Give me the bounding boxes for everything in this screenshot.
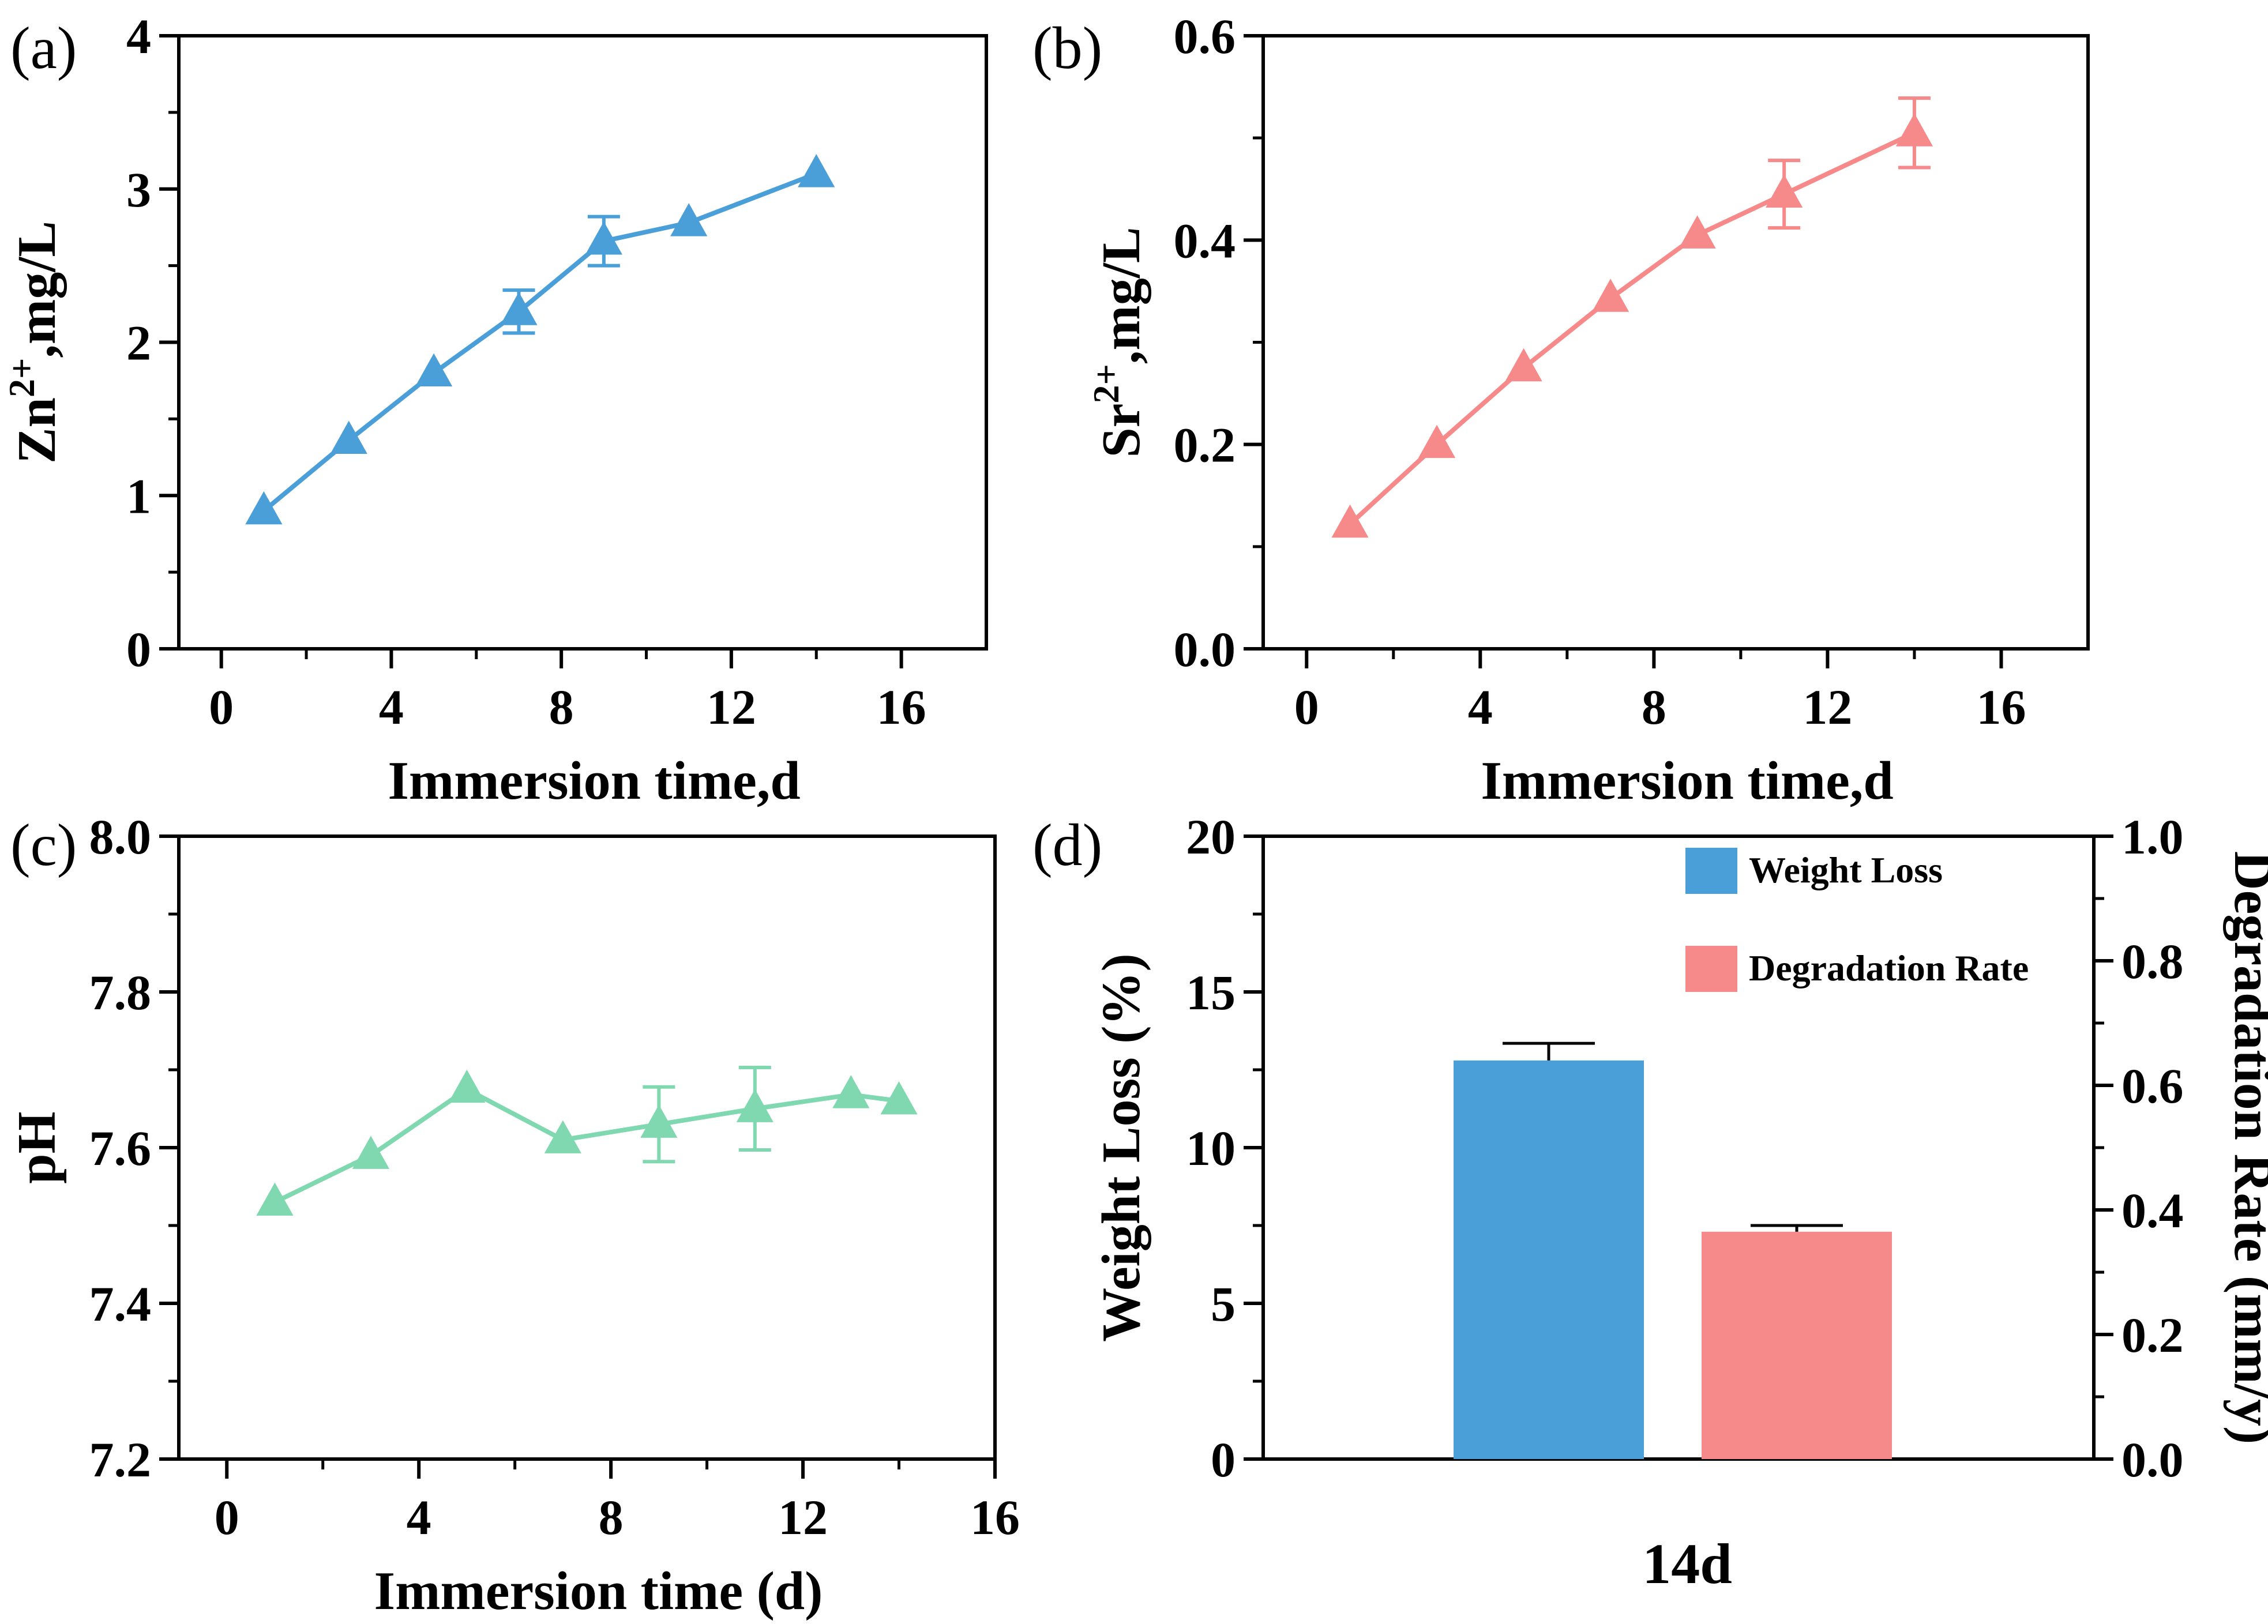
data-point (500, 292, 538, 325)
data-point (1418, 424, 1456, 458)
x-tick-label: 12 (1803, 679, 1852, 735)
y-right-tick-label: 0.6 (2121, 1058, 2184, 1114)
y-axis-title-main: Zn (7, 397, 67, 464)
x-tick-label: 0 (215, 1490, 239, 1545)
data-point (1331, 504, 1369, 538)
y-axis-title: Sr2+,mg/L (1086, 227, 1151, 457)
y-tick-label: 2 (126, 315, 151, 371)
data-point (352, 1136, 390, 1169)
data-point (245, 491, 283, 525)
y-right-axis-title: Degradation Rate (mm/y) (2223, 851, 2268, 1445)
panel-b: (b) 0 4 8 12 16 0.0 0.2 0.4 0.6 Immersion time,d Sr… (1032, 9, 2090, 811)
x-tick-label: 12 (778, 1490, 828, 1545)
panel-c: (c) 0 4 8 12 16 7.2 7.4 7.6 7.8 8.0 Immersion time … (7, 809, 1020, 1621)
legend-swatch (1685, 946, 1737, 992)
y-left-tick-label: 0 (1211, 1432, 1236, 1487)
x-tick-label: 4 (1468, 679, 1493, 735)
x-tick-label: 4 (379, 679, 404, 735)
category-label: 14d (1642, 1532, 1732, 1596)
data-point (448, 1069, 486, 1103)
legend-label: Degradation Rate (1749, 948, 2029, 988)
legend-swatch (1685, 848, 1737, 894)
data-point (1679, 215, 1716, 249)
data-point (330, 420, 367, 454)
data-point (640, 1104, 678, 1138)
panel-letter: (a) (10, 15, 77, 81)
y-right-tick-label: 0.4 (2121, 1183, 2184, 1238)
y-axis-title-main: Sr (1091, 404, 1151, 458)
x-axis-title: Immersion time,d (388, 751, 800, 811)
data-point (585, 221, 622, 255)
y-tick-label: 7.4 (89, 1276, 152, 1332)
y-axis-title-sup: 2+ (1086, 364, 1127, 403)
x-axis-title: Immersion time (d) (374, 1561, 823, 1621)
y-right-tick-label: 0.2 (2121, 1307, 2184, 1363)
data-point (1895, 113, 1933, 146)
y-left-axis-title: Weight Loss (%) (1091, 953, 1151, 1342)
y-right-tick-label: 0.0 (2121, 1432, 2184, 1487)
y-tick-label: 0.6 (1174, 9, 1236, 64)
data-point (256, 1182, 294, 1216)
series-line (273, 1087, 900, 1205)
x-tick-label: 16 (877, 679, 926, 735)
x-tick-label: 4 (407, 1490, 431, 1545)
y-axis-title-tail: ,mg/L (7, 221, 67, 358)
plot-frame (177, 34, 988, 651)
x-tick-label: 12 (707, 679, 756, 735)
data-point (415, 353, 453, 387)
data-point (832, 1075, 870, 1108)
panel-letter: (b) (1032, 15, 1102, 81)
x-tick-label: 0 (1294, 679, 1319, 735)
bar-weight-loss (1454, 1060, 1644, 1459)
y-left-tick-label: 15 (1186, 965, 1236, 1020)
y-tick-label: 0.4 (1174, 213, 1236, 268)
y-tick-label: 7.8 (89, 965, 152, 1020)
y-tick-label: 8.0 (89, 809, 152, 864)
y-left-tick-label: 20 (1186, 809, 1236, 864)
data-point (544, 1120, 581, 1153)
data-point (798, 154, 835, 187)
y-right-tick-label: 1.0 (2121, 809, 2184, 864)
legend-label: Weight Loss (1749, 849, 1943, 890)
series-line (1348, 130, 1916, 526)
bar-degradation-rate (1702, 1231, 1892, 1459)
y-axis-title: pH (7, 1111, 67, 1183)
x-tick-label: 8 (599, 1490, 624, 1545)
y-tick-label: 4 (126, 9, 151, 64)
plot-frame (1261, 834, 2096, 1461)
x-tick-label: 8 (549, 679, 574, 735)
series-line (262, 171, 817, 513)
y-tick-label: 0.2 (1174, 418, 1236, 473)
x-tick-label: 16 (1976, 679, 2026, 735)
y-tick-label: 1 (126, 468, 151, 524)
data-point (736, 1089, 773, 1122)
y-axis-title-sup: 2+ (1, 358, 42, 397)
y-axis-title-tail: ,mg/L (1091, 227, 1151, 364)
y-left-tick-label: 10 (1186, 1121, 1236, 1176)
data-point (880, 1081, 918, 1115)
x-axis-title: Immersion time,d (1481, 751, 1893, 811)
data-point (1505, 348, 1542, 382)
y-tick-label: 3 (126, 162, 151, 217)
panel-letter: (c) (10, 812, 77, 878)
x-tick-label: 0 (209, 679, 234, 735)
y-tick-label: 7.2 (89, 1432, 152, 1487)
y-left-tick-label: 5 (1211, 1276, 1236, 1332)
y-tick-label: 0.0 (1174, 622, 1236, 677)
plot-frame (177, 834, 997, 1461)
data-point (670, 203, 708, 236)
plot-frame (1261, 34, 2090, 651)
y-tick-label: 7.6 (89, 1121, 152, 1176)
x-tick-label: 16 (970, 1490, 1020, 1545)
y-tick-label: 0 (126, 622, 151, 677)
x-tick-label: 8 (1642, 679, 1666, 735)
data-point (1766, 174, 1803, 208)
panel-letter: (d) (1032, 812, 1102, 878)
y-axis-title: Zn2+,mg/L (1, 221, 67, 464)
panel-d: (d) 0 5 10 15 20 0.0 0.2 0.4 0.6 0.8 1.0 Weight Loss… (1032, 809, 2268, 1596)
y-right-tick-label: 0.8 (2121, 934, 2184, 989)
data-point (1592, 279, 1629, 312)
